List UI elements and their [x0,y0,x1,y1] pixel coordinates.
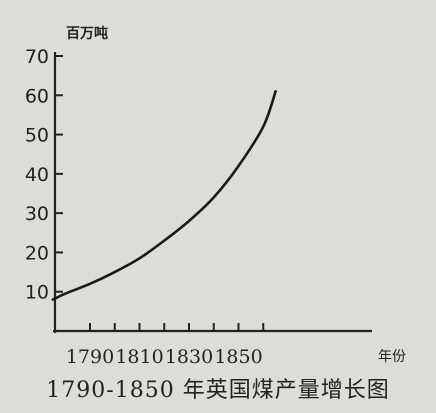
y-tick-label: 30 [25,203,49,225]
chart-title: 1790-1850 年英国煤产量增长图 [46,378,390,403]
y-tick-label: 60 [25,85,49,107]
y-tick-label: 70 [25,46,49,68]
x-tick-label: 1830 [165,346,213,368]
x-tick-label: 1790 [66,346,114,368]
x-tick-label: 1850 [214,346,262,368]
y-tick-label: 50 [25,125,49,147]
x-axis-label: 年份 [378,349,406,365]
y-tick-label: 20 [25,242,49,264]
y-tick-label: 40 [25,164,49,186]
x-tick-label: 1810 [115,346,163,368]
y-tick-label: 10 [25,282,49,304]
y-axis-label: 百万吨 [66,25,108,42]
series-line [51,90,277,301]
